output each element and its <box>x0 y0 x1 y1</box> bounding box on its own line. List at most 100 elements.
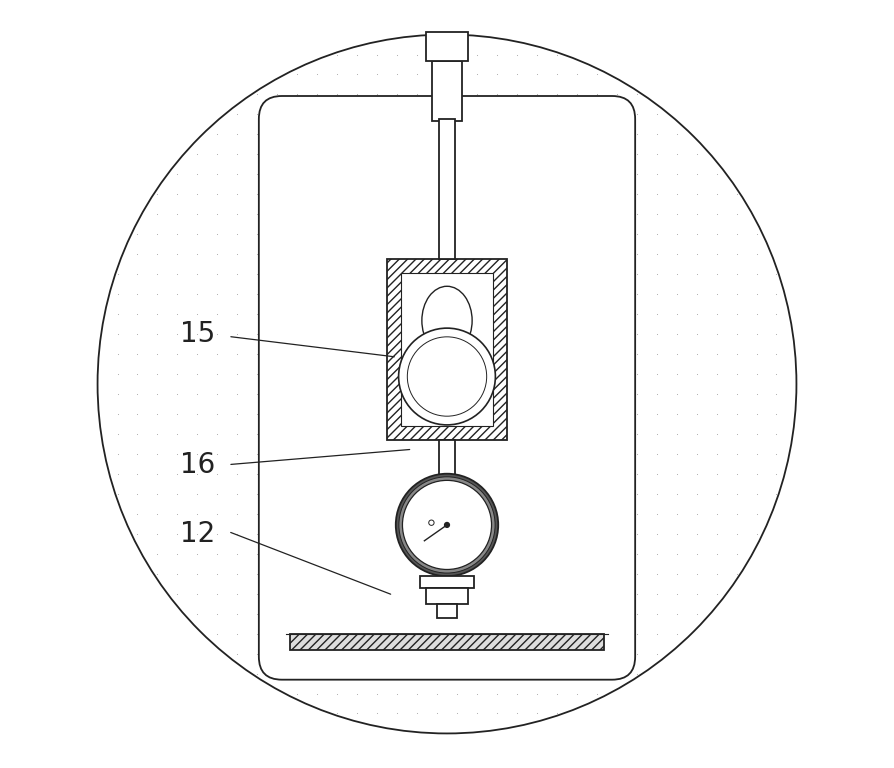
Point <box>230 108 244 121</box>
Point <box>131 408 145 420</box>
Point <box>730 488 744 500</box>
Point <box>710 308 724 320</box>
Point <box>230 248 244 260</box>
Bar <box>401 273 493 425</box>
Point <box>131 308 145 320</box>
Point <box>610 168 624 180</box>
Point <box>230 148 244 161</box>
Point <box>270 108 284 121</box>
Point <box>689 548 704 560</box>
Point <box>190 428 205 440</box>
Bar <box>387 259 507 439</box>
Point <box>610 468 624 480</box>
Point <box>370 667 384 680</box>
Point <box>730 308 744 320</box>
Point <box>670 388 684 400</box>
Point <box>150 268 164 280</box>
Point <box>450 687 464 700</box>
Point <box>730 188 744 200</box>
Point <box>550 108 564 121</box>
Point <box>530 48 544 61</box>
Point <box>190 528 205 540</box>
Point <box>610 288 624 300</box>
Point <box>749 528 763 540</box>
Point <box>170 368 184 380</box>
Point <box>270 328 284 340</box>
Point <box>670 508 684 520</box>
Point <box>190 448 205 460</box>
Bar <box>290 634 604 650</box>
Point <box>190 348 205 360</box>
Point <box>150 348 164 360</box>
Point <box>250 627 265 640</box>
Point <box>689 268 704 280</box>
Point <box>590 108 604 121</box>
Point <box>170 348 184 360</box>
Point <box>770 448 784 460</box>
Point <box>170 388 184 400</box>
Point <box>670 488 684 500</box>
Point <box>170 268 184 280</box>
Point <box>230 328 244 340</box>
Point <box>210 428 224 440</box>
Point <box>730 428 744 440</box>
Point <box>629 588 644 600</box>
Point <box>490 687 504 700</box>
Point <box>670 588 684 600</box>
Point <box>610 627 624 640</box>
Point <box>650 388 664 400</box>
Point <box>270 188 284 200</box>
Point <box>650 368 664 380</box>
Point <box>310 687 325 700</box>
Point <box>430 687 444 700</box>
Point <box>170 228 184 240</box>
Point <box>190 168 205 180</box>
Point <box>170 168 184 180</box>
Point <box>629 488 644 500</box>
Point <box>230 168 244 180</box>
Point <box>150 288 164 300</box>
Point <box>170 188 184 200</box>
Point <box>749 268 763 280</box>
Point <box>670 568 684 580</box>
Point <box>210 228 224 240</box>
Point <box>510 88 524 101</box>
Point <box>629 328 644 340</box>
Point <box>670 148 684 161</box>
Point <box>310 88 325 101</box>
Point <box>390 707 404 720</box>
Point <box>470 667 485 680</box>
Point <box>610 388 624 400</box>
Point <box>610 667 624 680</box>
Point <box>510 68 524 81</box>
Point <box>370 48 384 61</box>
Point <box>689 148 704 161</box>
Point <box>250 468 265 480</box>
Point <box>770 428 784 440</box>
Point <box>629 548 644 560</box>
Point <box>629 268 644 280</box>
Circle shape <box>399 477 495 573</box>
Point <box>569 88 584 101</box>
Point <box>210 168 224 180</box>
Point <box>310 108 325 121</box>
Point <box>450 48 464 61</box>
Point <box>250 308 265 320</box>
Point <box>131 288 145 300</box>
Point <box>650 468 664 480</box>
Point <box>670 268 684 280</box>
Point <box>629 607 644 620</box>
Point <box>670 348 684 360</box>
Point <box>629 568 644 580</box>
Point <box>670 428 684 440</box>
Point <box>270 88 284 101</box>
Point <box>230 368 244 380</box>
Point <box>131 448 145 460</box>
Point <box>689 428 704 440</box>
Point <box>210 308 224 320</box>
Point <box>610 607 624 620</box>
Point <box>270 168 284 180</box>
Point <box>190 148 205 161</box>
Point <box>770 268 784 280</box>
Point <box>330 667 344 680</box>
